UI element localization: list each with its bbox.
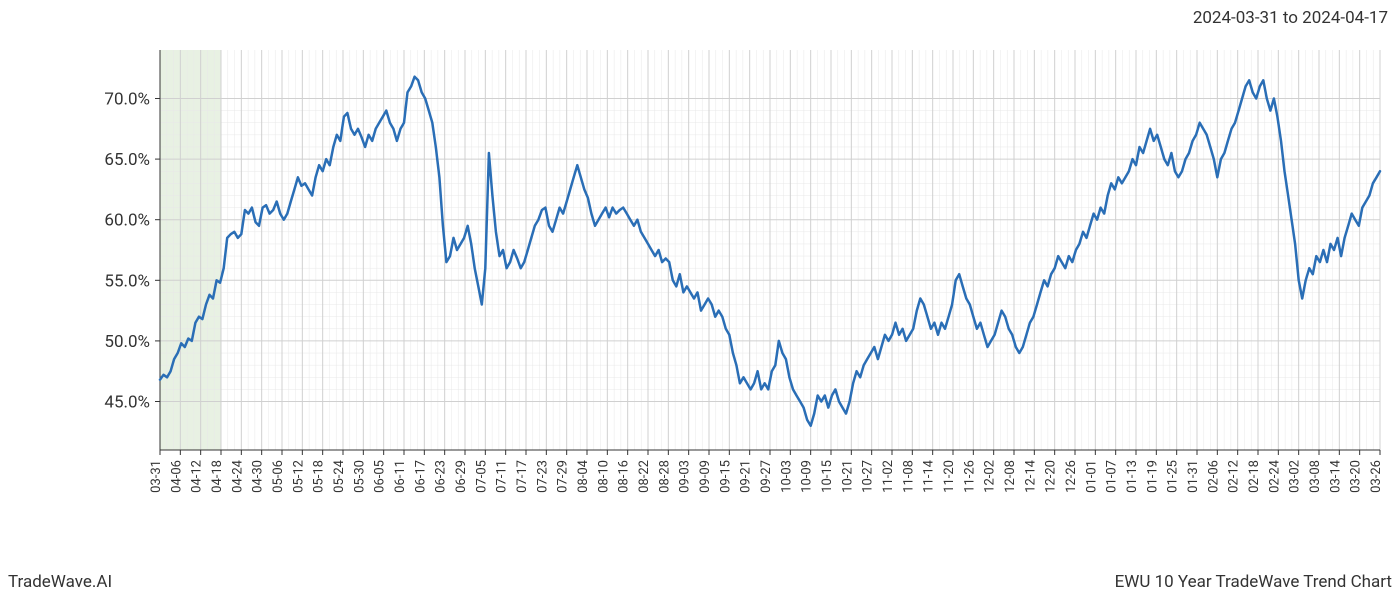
x-tick-label: 10-27 bbox=[861, 460, 876, 493]
x-tick-label: 07-17 bbox=[515, 460, 530, 493]
x-tick-label: 11-26 bbox=[962, 460, 977, 493]
x-tick-label: 09-21 bbox=[739, 460, 754, 493]
x-tick-label: 01-07 bbox=[1105, 460, 1120, 493]
x-tick-label: 10-15 bbox=[820, 460, 835, 493]
x-tick-label: 07-23 bbox=[535, 460, 550, 493]
x-tick-label: 11-02 bbox=[881, 460, 896, 493]
x-tick-label: 06-05 bbox=[373, 460, 388, 493]
x-tick-label: 04-24 bbox=[230, 459, 245, 493]
x-tick-label: 03-26 bbox=[1369, 460, 1384, 493]
x-tick-label: 09-27 bbox=[759, 460, 774, 493]
x-tick-label: 10-21 bbox=[840, 460, 855, 493]
x-tick-label: 05-06 bbox=[271, 460, 286, 493]
x-tick-label: 08-28 bbox=[657, 460, 672, 493]
chart-title: EWU 10 Year TradeWave Trend Chart bbox=[1115, 572, 1392, 592]
x-tick-label: 08-16 bbox=[617, 460, 632, 493]
y-tick-label: 65.0% bbox=[104, 150, 150, 170]
x-tick-label: 05-30 bbox=[352, 460, 367, 493]
x-tick-label: 12-20 bbox=[1044, 460, 1059, 493]
x-tick-label: 01-01 bbox=[1084, 460, 1099, 493]
x-tick-label: 08-22 bbox=[637, 460, 652, 493]
y-tick-label: 50.0% bbox=[104, 332, 150, 352]
x-tick-label: 03-14 bbox=[1328, 459, 1343, 493]
x-tick-label: 06-23 bbox=[434, 460, 449, 493]
brand-label: TradeWave.AI bbox=[8, 572, 112, 592]
x-tick-label: 04-06 bbox=[169, 460, 184, 493]
x-tick-label: 10-09 bbox=[800, 460, 815, 493]
x-tick-label: 03-02 bbox=[1288, 460, 1303, 493]
x-tick-label: 05-18 bbox=[312, 460, 327, 493]
x-tick-label: 01-19 bbox=[1145, 460, 1160, 493]
y-tick-label: 55.0% bbox=[104, 271, 150, 291]
x-tick-label: 12-26 bbox=[1064, 460, 1079, 493]
x-tick-label: 12-14 bbox=[1023, 459, 1038, 493]
x-tick-label: 11-08 bbox=[901, 460, 916, 493]
x-tick-label: 03-31 bbox=[149, 460, 164, 493]
x-tick-label: 03-20 bbox=[1349, 460, 1364, 493]
x-tick-label: 02-06 bbox=[1206, 460, 1221, 493]
y-tick-label: 60.0% bbox=[104, 211, 150, 231]
x-tick-label: 03-08 bbox=[1308, 460, 1323, 493]
x-tick-label: 06-29 bbox=[454, 460, 469, 493]
x-tick-label: 08-04 bbox=[576, 459, 591, 493]
x-tick-label: 07-29 bbox=[556, 460, 571, 493]
x-tick-label: 07-05 bbox=[474, 460, 489, 493]
x-tick-label: 11-20 bbox=[942, 460, 957, 493]
x-tick-label: 01-25 bbox=[1166, 460, 1181, 493]
x-tick-label: 07-11 bbox=[495, 460, 510, 493]
date-range-label: 2024-03-31 to 2024-04-17 bbox=[1193, 8, 1388, 28]
x-tick-label: 02-12 bbox=[1227, 460, 1242, 493]
y-tick-label: 70.0% bbox=[104, 89, 150, 109]
x-tick-label: 12-08 bbox=[1003, 460, 1018, 493]
y-tick-label: 45.0% bbox=[104, 393, 150, 413]
x-tick-label: 05-24 bbox=[332, 459, 347, 493]
x-tick-label: 09-09 bbox=[698, 460, 713, 493]
x-tick-label: 11-14 bbox=[922, 459, 937, 493]
x-tick-label: 09-15 bbox=[718, 460, 733, 493]
x-tick-label: 02-18 bbox=[1247, 460, 1262, 493]
x-tick-label: 02-24 bbox=[1267, 459, 1282, 493]
x-tick-label: 06-11 bbox=[393, 460, 408, 493]
x-tick-label: 01-31 bbox=[1186, 460, 1201, 493]
x-tick-label: 06-17 bbox=[413, 460, 428, 493]
x-tick-label: 04-30 bbox=[251, 460, 266, 493]
x-tick-label: 10-03 bbox=[779, 460, 794, 493]
x-tick-label: 09-03 bbox=[678, 460, 693, 493]
x-tick-label: 01-13 bbox=[1125, 460, 1140, 493]
x-tick-label: 04-12 bbox=[190, 460, 205, 493]
chart-container: 03-31 04-06 04-12 04-18 04-24 04-30 05-06 05-12… bbox=[0, 40, 1400, 530]
trend-chart: 03-31 04-06 04-12 04-18 04-24 04-30 05-06 05-12… bbox=[0, 40, 1400, 530]
x-tick-label: 04-18 bbox=[210, 460, 225, 493]
x-tick-label: 12-02 bbox=[983, 460, 998, 493]
x-tick-label: 05-12 bbox=[291, 460, 306, 493]
x-tick-label: 08-10 bbox=[596, 460, 611, 493]
